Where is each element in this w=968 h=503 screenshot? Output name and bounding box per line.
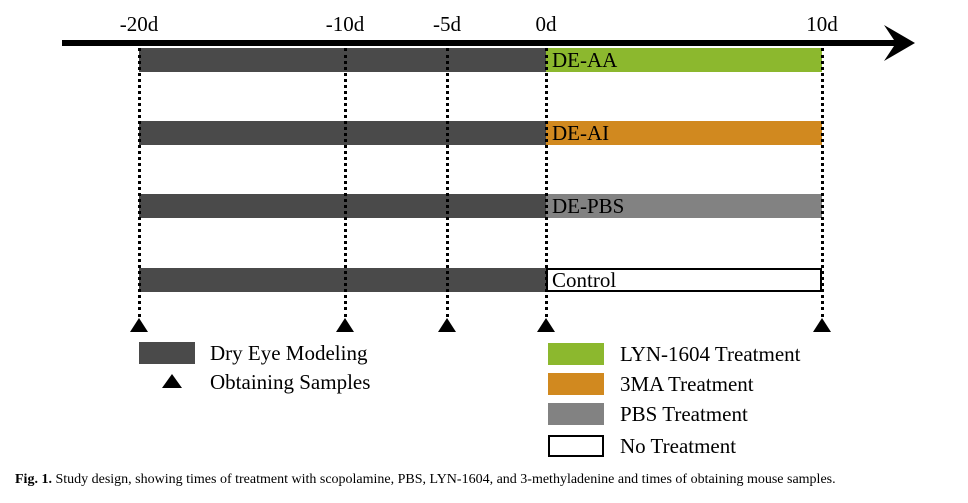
tick-label-minus10d: -10d [325, 12, 365, 36]
legend-label-no-treatment: No Treatment [620, 434, 737, 458]
control-modeling-bar [139, 268, 546, 292]
legend-label-lyn1604: LYN-1604 Treatment [620, 342, 801, 366]
legend-swatch-pbs [548, 403, 604, 425]
legend-label-obtaining-samples: Obtaining Samples [210, 370, 371, 394]
depbs-row-label: DE-PBS [552, 194, 625, 218]
figure-caption-text: Study design, showing times of treatment… [51, 472, 836, 487]
timeline-axis-arrow-icon [62, 25, 915, 61]
legend-swatch-3ma [548, 373, 604, 395]
legend-triangle-icon [162, 374, 182, 388]
deai-row-label: DE-AI [552, 121, 610, 145]
guide-line-10d [821, 48, 824, 317]
deai-treatment-bar [546, 121, 822, 145]
depbs-treatment-bar [546, 194, 822, 218]
control-row-label: Control [552, 268, 617, 292]
figure-caption-number: Fig. 1. [15, 472, 52, 487]
legend-label-dry-eye-modeling: Dry Eye Modeling [210, 341, 368, 365]
sample-triangle-minus5d [438, 318, 456, 332]
tick-label-10d: 10d [806, 12, 838, 36]
sample-triangle-0d [537, 318, 555, 332]
figure-caption: Fig. 1. Study design, showing times of t… [15, 471, 961, 489]
legend-swatch-no-treatment [548, 435, 604, 457]
tick-label-minus20d: -20d [119, 12, 159, 36]
guide-line-minus20d [138, 48, 141, 317]
legend-swatch-lyn1604 [548, 343, 604, 365]
deaa-treatment-bar [546, 48, 822, 72]
sample-triangle-10d [813, 318, 831, 332]
sample-triangle-minus10d [336, 318, 354, 332]
legend-swatch-dry-eye-modeling [139, 342, 195, 364]
guide-line-minus10d [344, 48, 347, 317]
tick-label-0d: 0d [535, 12, 557, 36]
guide-line-0d [545, 48, 548, 317]
deai-modeling-bar [139, 121, 546, 145]
legend-label-3ma: 3MA Treatment [620, 372, 754, 396]
sample-triangle-minus20d [130, 318, 148, 332]
depbs-modeling-bar [139, 194, 546, 218]
deaa-modeling-bar [139, 48, 546, 72]
tick-label-minus5d: -5d [433, 12, 461, 36]
legend-label-pbs: PBS Treatment [620, 402, 748, 426]
deaa-row-label: DE-AA [552, 48, 618, 72]
guide-line-minus5d [446, 48, 449, 317]
